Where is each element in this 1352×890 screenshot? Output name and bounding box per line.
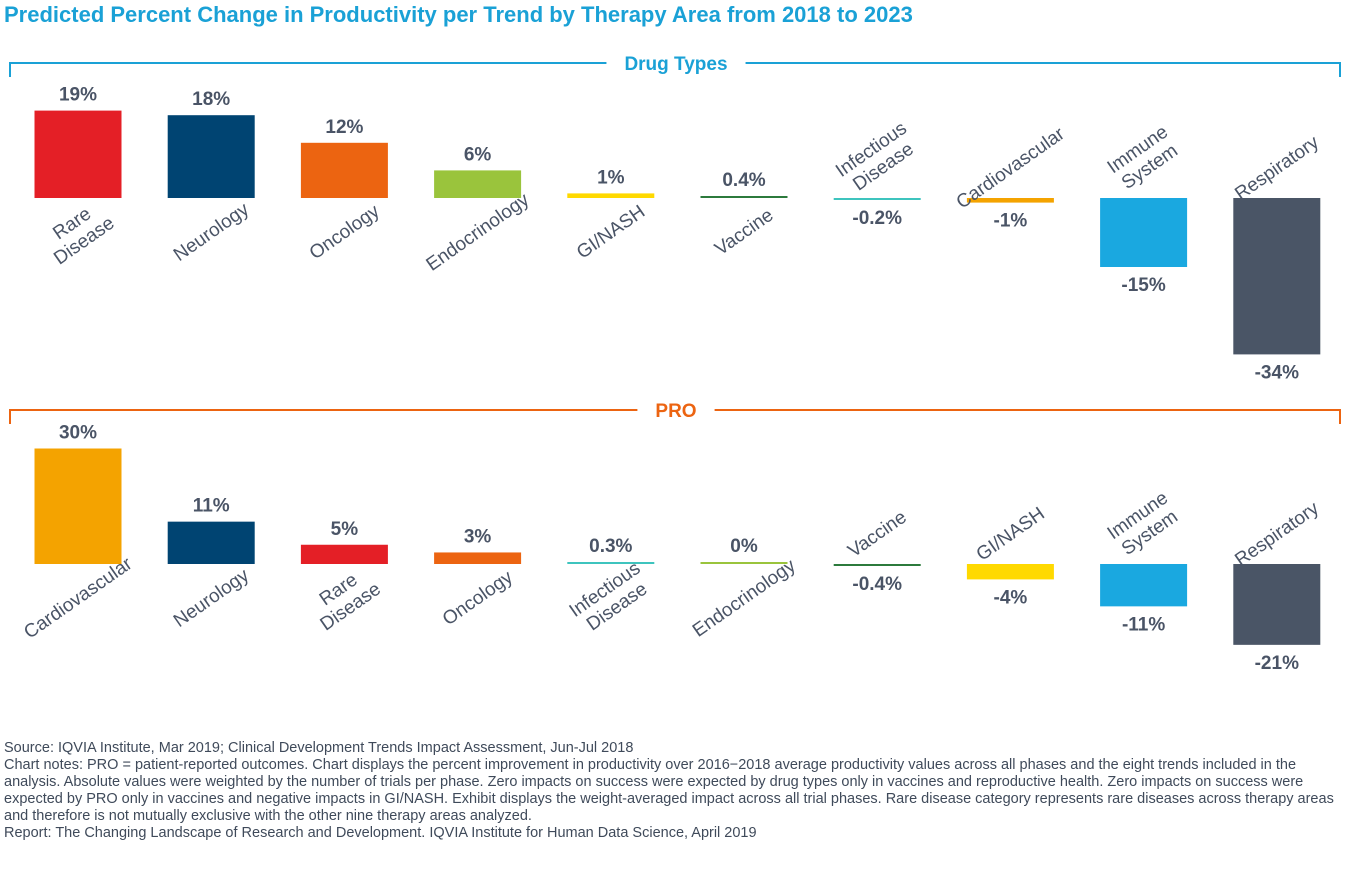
value-label: -0.4% (852, 574, 902, 595)
category-label: RareDisease (305, 562, 385, 636)
bar-pro-5 (700, 562, 788, 564)
category-label: ImmuneSystem (1104, 122, 1184, 196)
value-label: 1% (597, 167, 625, 188)
category-label: ImmuneSystem (1104, 488, 1184, 562)
bar-drug-types-9 (1233, 198, 1321, 355)
value-label: -21% (1255, 653, 1299, 674)
category-label: Neurology (170, 565, 253, 632)
pro-chart: PRO 30% Cardiovascular 11% Neurology 5% RareDi… (9, 401, 1341, 674)
category-label: Endocrinology (689, 555, 800, 642)
bar-pro-9 (1233, 564, 1321, 645)
bar-drug-types-3 (434, 170, 522, 198)
bar-drug-types-7 (966, 198, 1054, 203)
category-label: Neurology (170, 199, 253, 266)
pro-section-label: PRO (655, 401, 696, 422)
category-label: Vaccine (844, 507, 910, 562)
pro-bracket-right (714, 409, 1341, 424)
value-label: -15% (1121, 275, 1165, 296)
bar-drug-types-6 (833, 198, 921, 200)
value-label: 12% (325, 117, 363, 138)
value-label: 18% (192, 89, 230, 110)
source-note: Source: IQVIA Institute, Mar 2019; Clini… (4, 740, 634, 756)
value-label: 0% (730, 536, 758, 557)
value-label: -4% (994, 587, 1028, 608)
value-label: 30% (59, 423, 97, 444)
bar-pro-6 (833, 564, 921, 566)
category-label: Oncology (439, 567, 517, 631)
value-label: 0.3% (589, 536, 632, 557)
pro-bracket-left (9, 409, 638, 424)
chart-notes: Source: IQVIA Institute, Mar 2019; Clini… (4, 740, 1346, 842)
category-label: GI/NASH (573, 201, 649, 263)
category-label: RareDisease (38, 196, 118, 270)
category-label: Respiratory (1231, 132, 1323, 205)
category-label: InfectiousDisease (566, 558, 657, 639)
value-label: 6% (464, 144, 492, 165)
category-label: GI/NASH (973, 503, 1049, 565)
bar-drug-types-2 (300, 142, 388, 198)
category-label: Respiratory (1231, 498, 1323, 571)
chart-notes-text: Chart notes: PRO = patient-reported outc… (4, 757, 1334, 824)
drug-types-section-label: Drug Types (624, 54, 727, 75)
bar-pro-8 (1100, 564, 1188, 607)
category-label: Oncology (306, 201, 384, 265)
bar-drug-types-4 (567, 193, 655, 198)
drug-types-bracket-right (745, 62, 1341, 77)
value-label: 19% (59, 85, 97, 106)
chart-title: Predicted Percent Change in Productivity… (4, 2, 913, 27)
value-label: -11% (1122, 614, 1165, 635)
bar-pro-4 (567, 562, 655, 564)
value-label: 0.4% (722, 170, 765, 191)
bar-charts: Drug Types 19% RareDisease 18% Neurology 12% O… (9, 54, 1341, 674)
category-label: Endocrinology (423, 189, 534, 276)
drug-types-bracket-left (9, 62, 607, 77)
category-label: Vaccine (711, 205, 777, 260)
report-note: Report: The Changing Landscape of Resear… (4, 825, 757, 841)
value-label: -34% (1255, 362, 1299, 383)
bar-drug-types-1 (167, 115, 255, 198)
drug-types-chart: Drug Types 19% RareDisease 18% Neurology 12% O… (9, 54, 1341, 383)
value-label: -1% (994, 211, 1028, 232)
value-label: 3% (464, 526, 492, 547)
bar-pro-1 (167, 521, 255, 564)
bar-drug-types-5 (700, 196, 788, 198)
value-label: 5% (331, 519, 359, 540)
bar-drug-types-0 (34, 110, 122, 198)
value-label: 11% (193, 496, 230, 517)
category-label: InfectiousDisease (832, 118, 923, 199)
bar-pro-7 (966, 564, 1054, 580)
value-label: -0.2% (852, 208, 902, 229)
bar-pro-2 (300, 544, 388, 564)
bar-drug-types-8 (1100, 198, 1188, 267)
bar-pro-3 (434, 552, 522, 564)
category-label: Cardiovascular (20, 553, 136, 643)
bar-pro-0 (34, 448, 122, 564)
